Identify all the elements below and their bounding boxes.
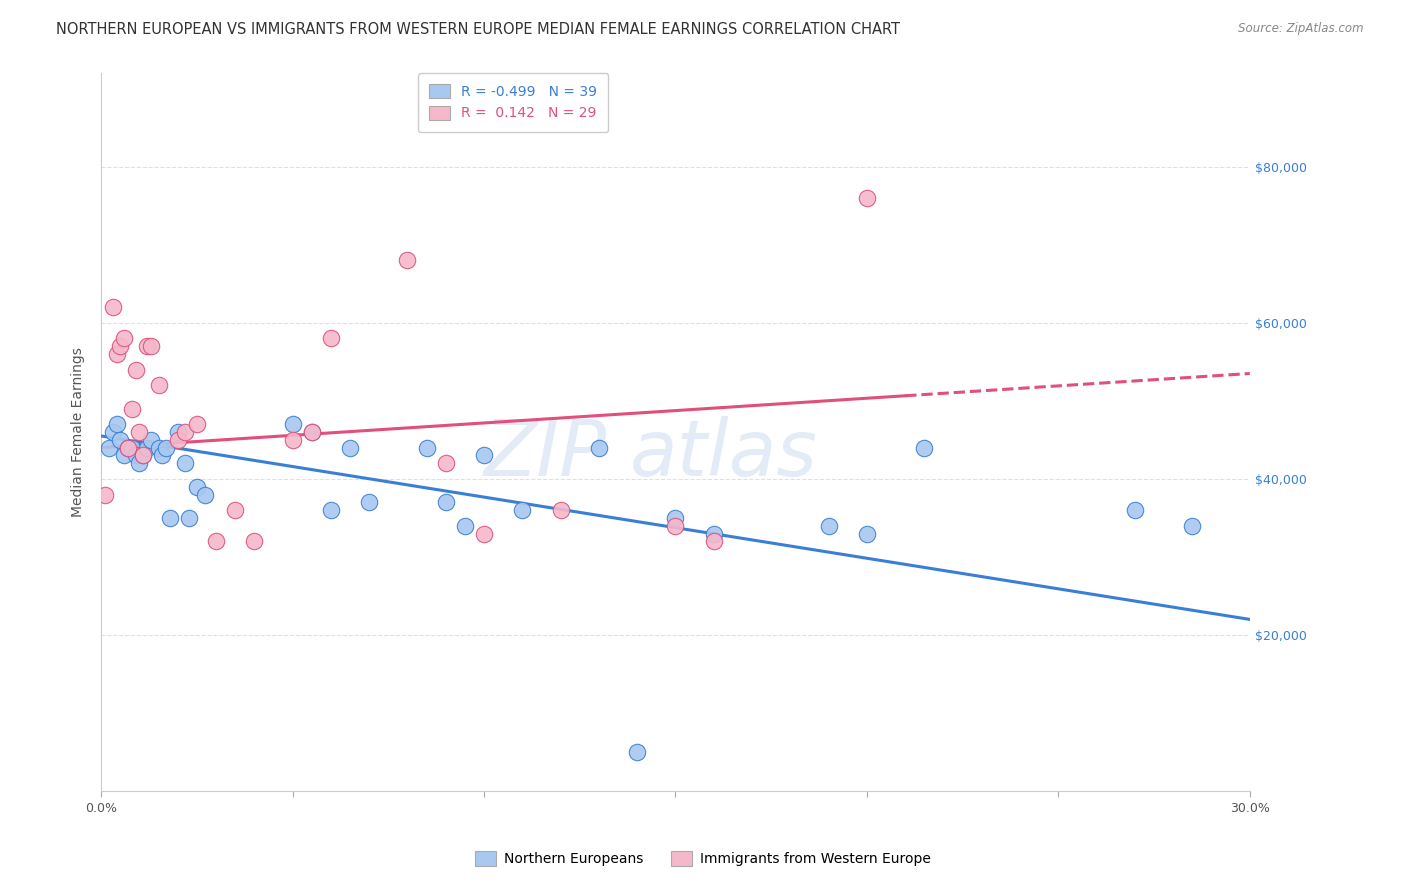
Point xyxy=(664,511,686,525)
Point xyxy=(166,433,188,447)
Point xyxy=(301,425,323,439)
Point xyxy=(174,425,197,439)
Text: ZIP: ZIP xyxy=(484,416,606,491)
Point xyxy=(224,503,246,517)
Point xyxy=(186,480,208,494)
Legend: R = -0.499   N = 39, R =  0.142   N = 29: R = -0.499 N = 39, R = 0.142 N = 29 xyxy=(418,73,609,131)
Point xyxy=(186,417,208,432)
Point xyxy=(588,441,610,455)
Point xyxy=(139,433,162,447)
Point xyxy=(105,347,128,361)
Point xyxy=(396,253,419,268)
Point xyxy=(136,339,159,353)
Point xyxy=(97,441,120,455)
Point xyxy=(132,449,155,463)
Point xyxy=(117,441,139,455)
Point xyxy=(301,425,323,439)
Point xyxy=(94,487,117,501)
Point xyxy=(148,441,170,455)
Point xyxy=(110,339,132,353)
Text: NORTHERN EUROPEAN VS IMMIGRANTS FROM WESTERN EUROPE MEDIAN FEMALE EARNINGS CORRE: NORTHERN EUROPEAN VS IMMIGRANTS FROM WES… xyxy=(56,22,900,37)
Point xyxy=(112,449,135,463)
Point xyxy=(434,495,457,509)
Point xyxy=(472,449,495,463)
Point xyxy=(121,401,143,416)
Point xyxy=(1181,518,1204,533)
Point xyxy=(112,331,135,345)
Point xyxy=(415,441,437,455)
Legend: Northern Europeans, Immigrants from Western Europe: Northern Europeans, Immigrants from West… xyxy=(470,846,936,871)
Point xyxy=(472,526,495,541)
Point xyxy=(194,487,217,501)
Point xyxy=(110,433,132,447)
Point xyxy=(148,378,170,392)
Point xyxy=(179,511,201,525)
Point xyxy=(454,518,477,533)
Point xyxy=(128,456,150,470)
Point xyxy=(1123,503,1146,517)
Point xyxy=(243,534,266,549)
Point xyxy=(152,449,174,463)
Point xyxy=(117,441,139,455)
Point xyxy=(124,449,146,463)
Point xyxy=(121,441,143,455)
Point xyxy=(101,300,124,314)
Point xyxy=(434,456,457,470)
Point xyxy=(339,441,361,455)
Point xyxy=(703,534,725,549)
Point xyxy=(139,339,162,353)
Point xyxy=(281,417,304,432)
Y-axis label: Median Female Earnings: Median Female Earnings xyxy=(72,347,86,517)
Point xyxy=(359,495,381,509)
Point xyxy=(159,511,181,525)
Point xyxy=(128,425,150,439)
Point xyxy=(166,425,188,439)
Point xyxy=(319,331,342,345)
Point xyxy=(105,417,128,432)
Text: Source: ZipAtlas.com: Source: ZipAtlas.com xyxy=(1239,22,1364,36)
Point xyxy=(101,425,124,439)
Point xyxy=(856,526,879,541)
Point xyxy=(205,534,228,549)
Text: atlas: atlas xyxy=(630,416,817,491)
Point xyxy=(174,456,197,470)
Point xyxy=(664,518,686,533)
Point xyxy=(124,362,146,376)
Point xyxy=(912,441,935,455)
Point xyxy=(856,191,879,205)
Point xyxy=(626,745,648,759)
Point xyxy=(703,526,725,541)
Point xyxy=(136,441,159,455)
Point xyxy=(550,503,572,517)
Point xyxy=(817,518,839,533)
Point xyxy=(319,503,342,517)
Point xyxy=(281,433,304,447)
Point xyxy=(155,441,177,455)
Point xyxy=(132,449,155,463)
Point xyxy=(512,503,534,517)
